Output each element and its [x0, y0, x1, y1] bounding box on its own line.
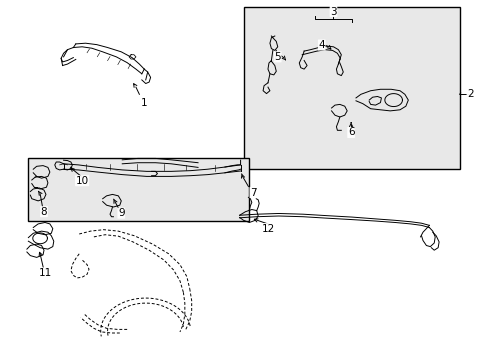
Text: 10: 10 — [76, 176, 88, 186]
Text: 7: 7 — [249, 188, 256, 198]
Text: 4: 4 — [318, 40, 325, 50]
Text: 9: 9 — [118, 208, 124, 218]
Bar — [244, 7, 459, 169]
Text: 12: 12 — [261, 224, 274, 234]
Text: 8: 8 — [41, 207, 47, 217]
Text: 5: 5 — [274, 52, 281, 62]
Text: 6: 6 — [347, 127, 354, 138]
Text: 3: 3 — [329, 6, 336, 17]
Bar — [28, 158, 249, 221]
Text: 1: 1 — [141, 98, 147, 108]
Text: 2: 2 — [466, 89, 473, 99]
Text: 11: 11 — [38, 268, 52, 278]
